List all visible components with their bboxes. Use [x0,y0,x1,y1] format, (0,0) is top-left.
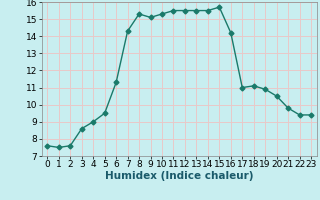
X-axis label: Humidex (Indice chaleur): Humidex (Indice chaleur) [105,171,253,181]
